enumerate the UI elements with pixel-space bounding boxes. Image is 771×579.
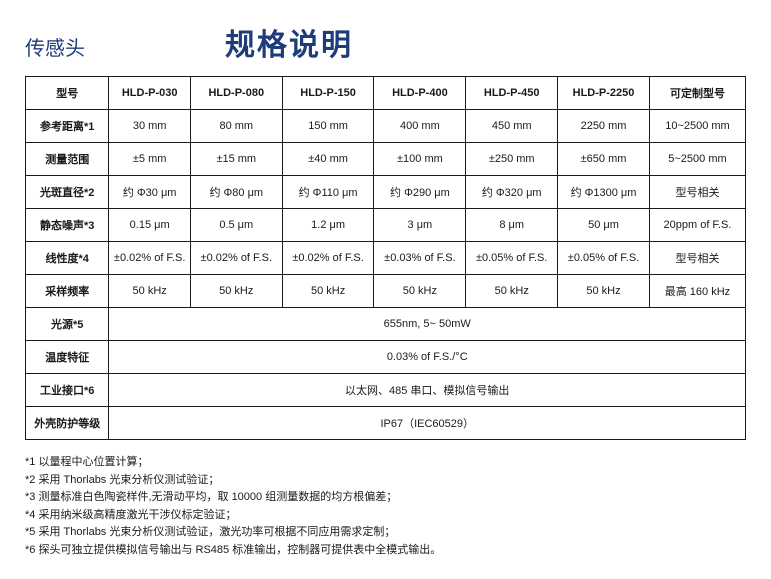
footnote-line: *5 采用 Thorlabs 光束分析仪测试验证，激光功率可根据不同应用需求定制… [25, 524, 746, 541]
cell: 0.5 μm [190, 209, 282, 242]
cell: 50 kHz [190, 275, 282, 308]
row-label: 工业接口*6 [26, 374, 109, 407]
cell: 5~2500 mm [649, 143, 745, 176]
cell: 50 kHz [466, 275, 558, 308]
table-row: 参考距离*130 mm80 mm150 mm400 mm450 mm2250 m… [26, 110, 746, 143]
table-row: 温度特征0.03% of F.S./°C [26, 341, 746, 374]
cell: 3 μm [374, 209, 466, 242]
cell: ±0.05% of F.S. [558, 242, 650, 275]
cell: 约 Φ320 μm [466, 176, 558, 209]
cell: 50 kHz [558, 275, 650, 308]
col-header: HLD-P-450 [466, 77, 558, 110]
cell: 80 mm [190, 110, 282, 143]
cell: 约 Φ110 μm [282, 176, 374, 209]
cell: 约 Φ290 μm [374, 176, 466, 209]
cell-span: 655nm, 5~ 50mW [109, 308, 746, 341]
cell: ±0.05% of F.S. [466, 242, 558, 275]
cell: 约 Φ1300 μm [558, 176, 650, 209]
cell: ±15 mm [190, 143, 282, 176]
col-header: 型号 [26, 77, 109, 110]
cell: 8 μm [466, 209, 558, 242]
row-label: 光源*5 [26, 308, 109, 341]
row-label: 外壳防护等级 [26, 407, 109, 440]
footnote-line: *4 采用纳米级高精度激光干涉仪标定验证； [25, 507, 746, 524]
cell: 约 Φ80 μm [190, 176, 282, 209]
header: 传感头 规格说明 [25, 20, 746, 64]
footnote-line: *1 以量程中心位置计算； [25, 454, 746, 471]
col-header: HLD-P-030 [109, 77, 190, 110]
row-label: 静态噪声*3 [26, 209, 109, 242]
table-row: 光源*5655nm, 5~ 50mW [26, 308, 746, 341]
cell: 150 mm [282, 110, 374, 143]
row-label: 参考距离*1 [26, 110, 109, 143]
cell: ±0.03% of F.S. [374, 242, 466, 275]
cell: ±0.02% of F.S. [109, 242, 190, 275]
table-row: 静态噪声*30.15 μm0.5 μm1.2 μm3 μm8 μm50 μm20… [26, 209, 746, 242]
table-row: 测量范围±5 mm±15 mm±40 mm±100 mm±250 mm±650 … [26, 143, 746, 176]
cell: 最高 160 kHz [649, 275, 745, 308]
cell: 400 mm [374, 110, 466, 143]
table-row: 外壳防护等级IP67（IEC60529） [26, 407, 746, 440]
row-label: 温度特征 [26, 341, 109, 374]
col-header: HLD-P-080 [190, 77, 282, 110]
cell: ±250 mm [466, 143, 558, 176]
cell: 2250 mm [558, 110, 650, 143]
table-row: 线性度*4±0.02% of F.S.±0.02% of F.S.±0.02% … [26, 242, 746, 275]
col-header: HLD-P-2250 [558, 77, 650, 110]
cell-span: 0.03% of F.S./°C [109, 341, 746, 374]
cell: 50 μm [558, 209, 650, 242]
subtitle: 传感头 [25, 32, 85, 61]
cell: 50 kHz [374, 275, 466, 308]
cell: ±40 mm [282, 143, 374, 176]
cell: ±5 mm [109, 143, 190, 176]
row-label: 采样频率 [26, 275, 109, 308]
table-header-row: 型号 HLD-P-030 HLD-P-080 HLD-P-150 HLD-P-4… [26, 77, 746, 110]
cell: 450 mm [466, 110, 558, 143]
cell: 约 Φ30 μm [109, 176, 190, 209]
cell: 50 kHz [109, 275, 190, 308]
cell: ±100 mm [374, 143, 466, 176]
cell: ±0.02% of F.S. [190, 242, 282, 275]
cell: 型号相关 [649, 242, 745, 275]
cell: 50 kHz [282, 275, 374, 308]
col-header: HLD-P-150 [282, 77, 374, 110]
footnote-line: *3 测量标准白色陶瓷样件,无滑动平均，取 10000 组测量数据的均方根偏差； [25, 489, 746, 506]
cell: ±650 mm [558, 143, 650, 176]
row-label: 光斑直径*2 [26, 176, 109, 209]
footnotes: *1 以量程中心位置计算；*2 采用 Thorlabs 光束分析仪测试验证；*3… [25, 454, 746, 558]
col-header: 可定制型号 [649, 77, 745, 110]
cell: 1.2 μm [282, 209, 374, 242]
spec-table: 型号 HLD-P-030 HLD-P-080 HLD-P-150 HLD-P-4… [25, 76, 746, 440]
table-row: 光斑直径*2约 Φ30 μm约 Φ80 μm约 Φ110 μm约 Φ290 μm… [26, 176, 746, 209]
cell: 0.15 μm [109, 209, 190, 242]
cell: 10~2500 mm [649, 110, 745, 143]
cell-span: 以太网、485 串口、模拟信号输出 [109, 374, 746, 407]
row-label: 线性度*4 [26, 242, 109, 275]
cell: 20ppm of F.S. [649, 209, 745, 242]
table-row: 采样频率50 kHz50 kHz50 kHz50 kHz50 kHz50 kHz… [26, 275, 746, 308]
cell: 型号相关 [649, 176, 745, 209]
cell: ±0.02% of F.S. [282, 242, 374, 275]
main-title: 规格说明 [225, 20, 353, 64]
row-label: 测量范围 [26, 143, 109, 176]
col-header: HLD-P-400 [374, 77, 466, 110]
cell-span: IP67（IEC60529） [109, 407, 746, 440]
table-row: 工业接口*6以太网、485 串口、模拟信号输出 [26, 374, 746, 407]
footnote-line: *2 采用 Thorlabs 光束分析仪测试验证； [25, 472, 746, 489]
cell: 30 mm [109, 110, 190, 143]
